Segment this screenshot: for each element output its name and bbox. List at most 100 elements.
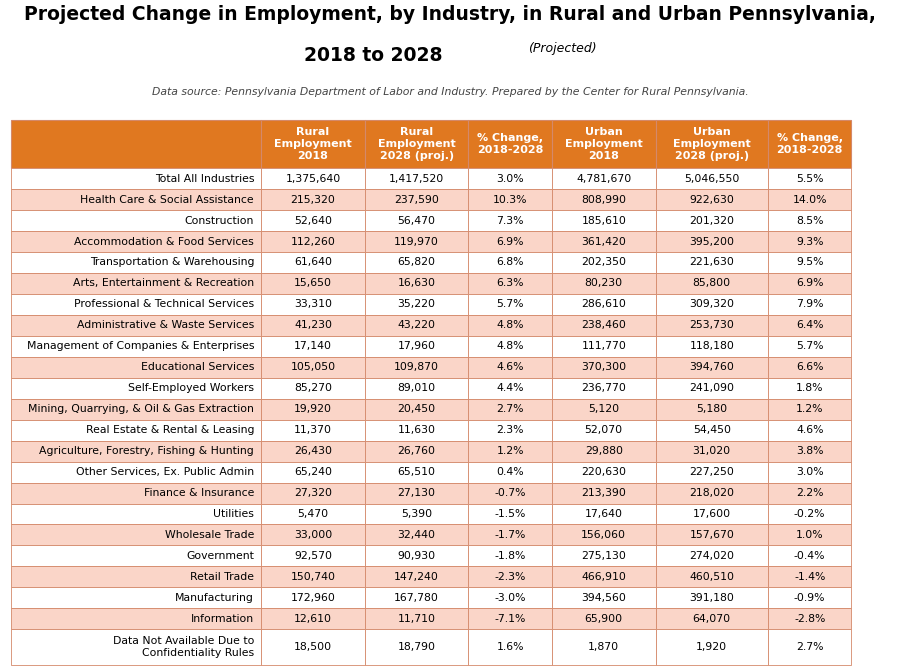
Bar: [11, 210, 261, 231]
Text: Accommodation & Food Services: Accommodation & Food Services: [75, 236, 254, 246]
Text: 201,320: 201,320: [689, 216, 734, 226]
Bar: [655, 482, 768, 504]
Text: Health Care & Social Assistance: Health Care & Social Assistance: [80, 194, 254, 204]
Bar: [261, 377, 365, 399]
Bar: [552, 462, 655, 482]
Bar: [11, 629, 261, 665]
Text: 11,370: 11,370: [294, 425, 332, 435]
Bar: [552, 315, 655, 336]
Text: 4.8%: 4.8%: [497, 321, 524, 331]
Text: 65,900: 65,900: [585, 614, 623, 624]
Bar: [261, 546, 365, 566]
Bar: [552, 168, 655, 189]
Text: 5,470: 5,470: [297, 509, 328, 519]
Text: 6.4%: 6.4%: [796, 321, 824, 331]
Bar: [655, 273, 768, 294]
Bar: [552, 546, 655, 566]
Bar: [768, 482, 851, 504]
Bar: [468, 168, 552, 189]
Text: 237,590: 237,590: [394, 194, 439, 204]
Text: 111,770: 111,770: [581, 341, 626, 351]
Bar: [552, 629, 655, 665]
Bar: [261, 273, 365, 294]
Text: Rural
Employment
2018: Rural Employment 2018: [274, 127, 352, 161]
Bar: [11, 524, 261, 546]
Bar: [364, 566, 468, 587]
Text: Urban
Employment
2018: Urban Employment 2018: [565, 127, 643, 161]
Bar: [364, 189, 468, 210]
Text: -0.4%: -0.4%: [794, 551, 825, 561]
Text: 43,220: 43,220: [398, 321, 436, 331]
Bar: [768, 504, 851, 524]
Bar: [768, 462, 851, 482]
Bar: [261, 441, 365, 462]
Bar: [364, 482, 468, 504]
Text: 1,417,520: 1,417,520: [389, 174, 445, 184]
Bar: [468, 315, 552, 336]
Bar: [11, 462, 261, 482]
Bar: [655, 336, 768, 357]
Bar: [655, 629, 768, 665]
Text: 215,320: 215,320: [291, 194, 336, 204]
Bar: [11, 377, 261, 399]
Text: Educational Services: Educational Services: [140, 362, 254, 372]
Bar: [552, 357, 655, 377]
Text: 26,430: 26,430: [294, 446, 332, 456]
Bar: [552, 210, 655, 231]
Text: 29,880: 29,880: [585, 446, 623, 456]
Bar: [261, 462, 365, 482]
Text: 1,920: 1,920: [697, 642, 727, 652]
Bar: [364, 546, 468, 566]
Text: Construction: Construction: [184, 216, 254, 226]
Bar: [364, 609, 468, 629]
Bar: [768, 399, 851, 420]
Bar: [364, 315, 468, 336]
Bar: [552, 231, 655, 252]
Text: 90,930: 90,930: [398, 551, 436, 561]
Bar: [768, 231, 851, 252]
Bar: [364, 441, 468, 462]
Bar: [468, 566, 552, 587]
Text: 65,820: 65,820: [398, 257, 436, 267]
Text: 12,610: 12,610: [294, 614, 332, 624]
Bar: [655, 252, 768, 273]
Text: -2.8%: -2.8%: [794, 614, 825, 624]
Bar: [261, 294, 365, 315]
Bar: [552, 524, 655, 546]
Bar: [11, 231, 261, 252]
Bar: [768, 377, 851, 399]
Text: -1.8%: -1.8%: [494, 551, 526, 561]
Bar: [468, 210, 552, 231]
Text: 9.3%: 9.3%: [796, 236, 824, 246]
Bar: [552, 294, 655, 315]
Text: 11,630: 11,630: [398, 425, 436, 435]
Bar: [655, 546, 768, 566]
Text: 5,180: 5,180: [697, 404, 727, 414]
Text: 1,375,640: 1,375,640: [285, 174, 340, 184]
Text: 395,200: 395,200: [689, 236, 734, 246]
Bar: [655, 441, 768, 462]
Bar: [768, 420, 851, 441]
Bar: [468, 504, 552, 524]
Bar: [11, 315, 261, 336]
Bar: [552, 482, 655, 504]
Bar: [11, 482, 261, 504]
Bar: [261, 524, 365, 546]
Text: 236,770: 236,770: [581, 383, 626, 393]
Bar: [364, 462, 468, 482]
Text: 227,250: 227,250: [689, 467, 734, 477]
Bar: [261, 315, 365, 336]
Text: 54,450: 54,450: [693, 425, 731, 435]
Bar: [768, 315, 851, 336]
Text: 808,990: 808,990: [581, 194, 626, 204]
Bar: [468, 462, 552, 482]
Text: 218,020: 218,020: [689, 488, 734, 498]
Bar: [552, 189, 655, 210]
Bar: [655, 294, 768, 315]
Text: 220,630: 220,630: [581, 467, 626, 477]
Bar: [655, 504, 768, 524]
Text: 10.3%: 10.3%: [493, 194, 527, 204]
Text: Management of Companies & Enterprises: Management of Companies & Enterprises: [27, 341, 254, 351]
Bar: [468, 120, 552, 168]
Text: Government: Government: [186, 551, 254, 561]
